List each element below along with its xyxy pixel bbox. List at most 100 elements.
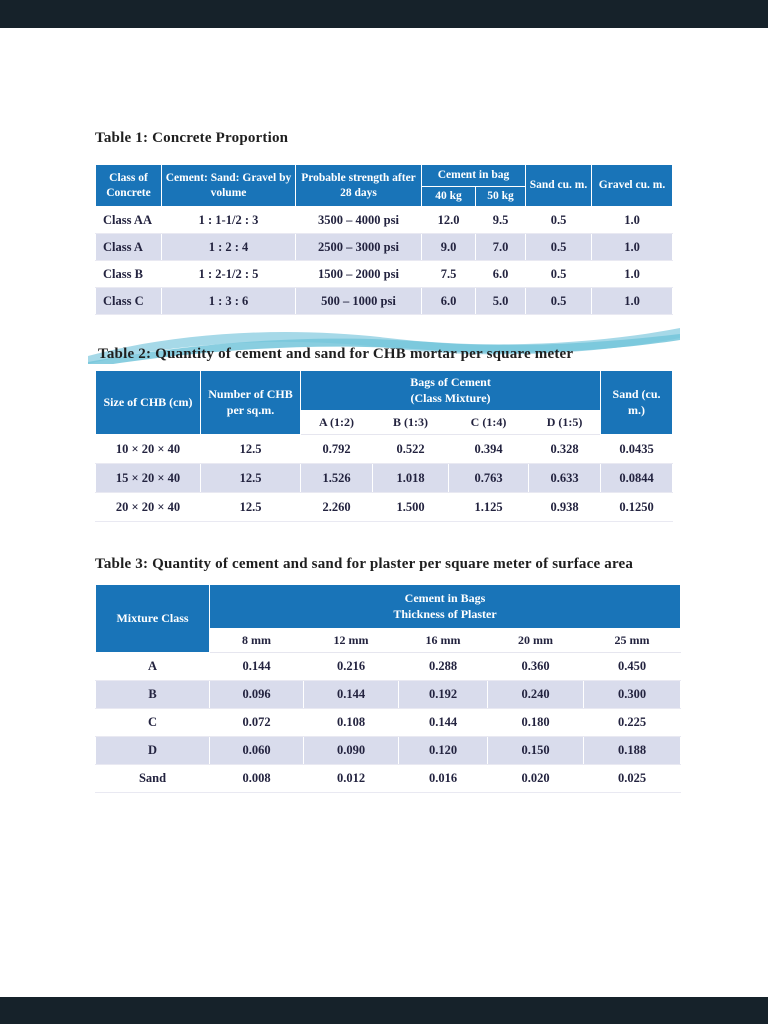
cell: 500 – 1000 psi (295, 287, 422, 315)
cell: D (95, 736, 210, 765)
cell: 15 × 20 × 40 (95, 463, 201, 493)
col-header-mix-c: C (1:4) (448, 410, 529, 435)
cell: 0.180 (487, 708, 584, 737)
col-header-bags-of-cement: Bags of Cement (Class Mixture) (299, 370, 602, 411)
bags-line2: (Class Mixture) (410, 390, 491, 405)
table1-title: Table 1: Concrete Proportion (95, 130, 289, 146)
col-header-gravel: Gravel cu. m. (591, 164, 673, 207)
cell: 2500 – 3000 psi (295, 233, 422, 261)
cell: 1.0 (591, 260, 673, 288)
table-row: C 0.072 0.108 0.144 0.180 0.225 (95, 708, 682, 737)
table-row: 15 × 20 × 40 12.5 1.526 1.018 0.763 0.63… (95, 463, 674, 493)
cell: 12.5 (200, 434, 301, 464)
cell: 1.125 (448, 492, 529, 522)
cell: 3500 – 4000 psi (295, 206, 422, 234)
cell: 12.5 (200, 463, 301, 493)
cell: 0.633 (527, 463, 602, 493)
cell: Class B (95, 260, 162, 288)
cell: 0.025 (582, 764, 682, 793)
cell: 0.188 (582, 736, 682, 765)
cell: 6.0 (475, 260, 526, 288)
chb-mortar-table: Size of CHB (cm) Number of CHB per sq.m.… (95, 370, 674, 522)
cell: 0.763 (448, 463, 529, 493)
cell: 1.0 (591, 206, 673, 234)
col-header-16mm: 16 mm (398, 628, 488, 653)
table-row: Sand 0.008 0.012 0.016 0.020 0.025 (95, 764, 682, 793)
col-header-sand: Sand (cu. m.) (600, 370, 674, 435)
cell: 1.018 (372, 463, 449, 493)
cell: 0.300 (582, 680, 682, 709)
cell: 20 × 20 × 40 (95, 492, 201, 522)
table-row: Class C 1 : 3 : 6 500 – 1000 psi 6.0 5.0… (95, 287, 673, 315)
cell: 0.522 (372, 434, 449, 464)
wave-decoration (88, 328, 680, 364)
header-row: Size of CHB (cm) Number of CHB per sq.m.… (95, 370, 674, 435)
table-row: D 0.060 0.090 0.120 0.150 0.188 (95, 736, 682, 765)
cell: 0.108 (303, 708, 399, 737)
table-row: A 0.144 0.216 0.288 0.360 0.450 (95, 652, 682, 681)
cell: C (95, 708, 210, 737)
cell: 0.240 (487, 680, 584, 709)
cell: 0.008 (209, 764, 304, 793)
cell: 1 : 1-1/2 : 3 (161, 206, 296, 234)
cell: 1500 – 2000 psi (295, 260, 422, 288)
table-row: 10 × 20 × 40 12.5 0.792 0.522 0.394 0.32… (95, 434, 674, 464)
col-header-cement-in-bag: Cement in bag (421, 164, 526, 187)
cell: 1 : 3 : 6 (161, 287, 296, 315)
cell: Class A (95, 233, 162, 261)
cell: B (95, 680, 210, 709)
cell: 0.060 (209, 736, 304, 765)
cell: 0.5 (525, 233, 592, 261)
header-subrow: A (1:2) B (1:3) C (1:4) D (1:5) (96, 410, 673, 435)
col-header-mix-a: A (1:2) (300, 410, 373, 435)
col-header-sand: Sand cu. m. (525, 164, 592, 207)
cell: 0.360 (487, 652, 584, 681)
cell: 0.5 (525, 260, 592, 288)
cell: 0.144 (303, 680, 399, 709)
cell: 0.225 (582, 708, 682, 737)
cell: 0.072 (209, 708, 304, 737)
col-header-cement-in-bags: Cement in Bags Thickness of Plaster (208, 584, 682, 629)
bags-line1: Bags of Cement (410, 374, 491, 389)
cell: 1 : 2-1/2 : 5 (161, 260, 296, 288)
cell: 1.526 (300, 463, 373, 493)
cell: Class AA (95, 206, 162, 234)
col-header-8mm: 8 mm (209, 628, 304, 653)
header-subrow: 40 kg 50 kg (96, 186, 673, 207)
cell: 6.0 (421, 287, 476, 315)
cell: 0.5 (525, 206, 592, 234)
cell: 0.1250 (600, 492, 674, 522)
group-line1: Cement in Bags (404, 590, 486, 605)
table-row: Class AA 1 : 1-1/2 : 3 3500 – 4000 psi 1… (95, 206, 673, 234)
col-header-mix-b: B (1:3) (372, 410, 449, 435)
viewer-bottom-bar (0, 997, 768, 1024)
cell: 2.260 (300, 492, 373, 522)
cell: 12.5 (200, 492, 301, 522)
table-row: B 0.096 0.144 0.192 0.240 0.300 (95, 680, 682, 709)
table2-title: Table 2: Quantity of cement and sand for… (98, 346, 574, 362)
cell: 7.0 (475, 233, 526, 261)
col-header-25mm: 25 mm (582, 628, 682, 653)
table-row: 20 × 20 × 40 12.5 2.260 1.500 1.125 0.93… (95, 492, 674, 522)
cell: 0.792 (300, 434, 373, 464)
col-header-20mm: 20 mm (487, 628, 584, 653)
cell: 12.0 (421, 206, 476, 234)
cell: 0.144 (209, 652, 304, 681)
concrete-proportion-table: Class of Concrete Cement: Sand: Gravel b… (95, 164, 673, 315)
cell: 9.5 (475, 206, 526, 234)
cell: 0.120 (398, 736, 488, 765)
cell: 9.0 (421, 233, 476, 261)
cell: 0.016 (398, 764, 488, 793)
plaster-table: Mixture Class Cement in Bags Thickness o… (95, 584, 682, 793)
cell: 0.012 (303, 764, 399, 793)
cell: Class C (95, 287, 162, 315)
col-header-mix-d: D (1:5) (527, 410, 602, 435)
col-header-class: Class of Concrete (95, 164, 162, 207)
cell: 1.0 (591, 233, 673, 261)
cell: 0.288 (398, 652, 488, 681)
cell: 0.090 (303, 736, 399, 765)
cell: 0.0435 (600, 434, 674, 464)
table-row: Class B 1 : 2-1/2 : 5 1500 – 2000 psi 7.… (95, 260, 673, 288)
col-header-40kg: 40 kg (421, 186, 476, 207)
col-header-mixture-class: Mixture Class (95, 584, 210, 653)
